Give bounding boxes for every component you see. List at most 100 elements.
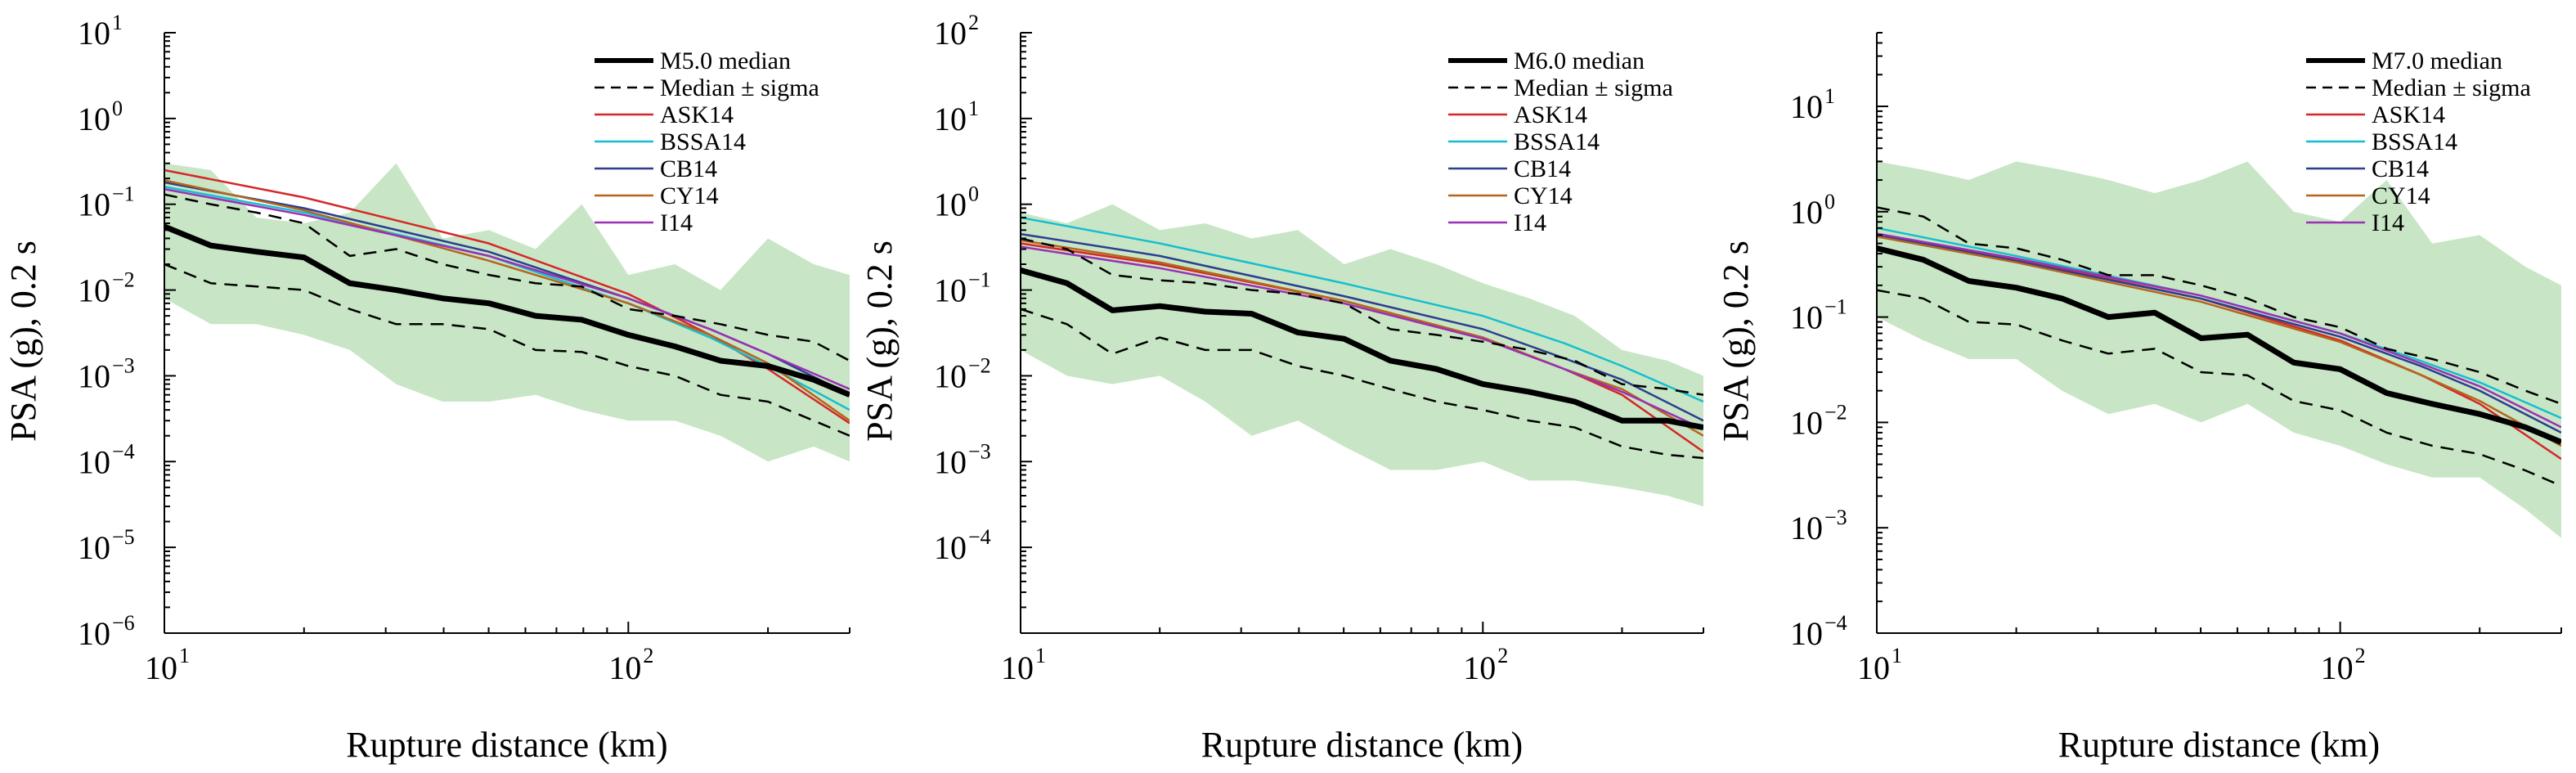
- y-tick-exponent: −1: [1824, 295, 1847, 319]
- y-tick-exponent: 1: [968, 97, 979, 120]
- y-axis-label: PSA (g), 0.2 s: [1716, 240, 1756, 442]
- legend-label: I14: [660, 209, 693, 236]
- legend-label: I14: [1514, 209, 1546, 236]
- y-tick-label: 10: [1790, 510, 1823, 546]
- y-tick-label: 10: [934, 187, 967, 223]
- plot-area: [1021, 204, 1703, 507]
- chart-panel-1: 10 −610 −510 −410 −310 −210 −110 010 110 1 10 2Rupt…: [3, 11, 850, 765]
- plot-area: [164, 163, 850, 462]
- legend-label: M6.0 median: [1514, 47, 1645, 74]
- x-tick-label: 10: [1463, 649, 1496, 686]
- series-m6-0-median: [1021, 267, 1703, 430]
- y-tick-label: 10: [78, 357, 110, 394]
- legend-label: ASK14: [2372, 101, 2445, 128]
- y-tick-exponent: −1: [112, 182, 135, 206]
- y-tick-exponent: −3: [1824, 506, 1847, 529]
- series-cy14: [1021, 239, 1703, 437]
- y-tick-exponent: −2: [1824, 400, 1847, 424]
- y-tick-label: 10: [1790, 299, 1823, 336]
- y-tick-label: 10: [78, 101, 110, 137]
- series-median-sigma: [1021, 237, 1703, 396]
- y-tick-label: 10: [1790, 194, 1823, 231]
- x-tick-exponent: 1: [1892, 644, 1902, 667]
- legend-label: ASK14: [1514, 101, 1587, 128]
- series-cb14: [1877, 234, 2561, 434]
- y-tick-label: 10: [934, 443, 967, 480]
- legend-label: Median ± sigma: [660, 74, 819, 101]
- y-tick-exponent: −1: [968, 268, 991, 292]
- legend-label: CY14: [660, 182, 719, 209]
- series-bssa14: [1021, 216, 1703, 403]
- y-axis-label: PSA (g), 0.2 s: [859, 240, 900, 442]
- series-median-minus-sigma: [1877, 289, 2561, 488]
- legend-label: BSSA14: [660, 128, 746, 155]
- series-median-minus-sigma: [1021, 308, 1703, 460]
- series-i14: [164, 188, 850, 390]
- x-tick-exponent: 1: [1035, 644, 1046, 667]
- series-i14: [1877, 232, 2561, 429]
- y-tick-exponent: 0: [968, 182, 979, 206]
- series-m5-0-median: [164, 223, 850, 398]
- legend-label: CB14: [2372, 155, 2429, 182]
- y-tick-exponent: −4: [112, 439, 135, 463]
- x-tick-label: 10: [1001, 649, 1034, 686]
- legend-label: CY14: [2372, 182, 2430, 209]
- series-m7-0-median: [1877, 245, 2561, 445]
- x-tick-exponent: 2: [2355, 644, 2366, 667]
- legend-label: M5.0 median: [660, 47, 791, 74]
- x-tick-exponent: 1: [179, 644, 190, 667]
- y-tick-exponent: 2: [968, 11, 979, 34]
- x-axis-label: Rupture distance (km): [346, 725, 667, 765]
- y-tick-exponent: −3: [968, 439, 991, 463]
- legend-label: CB14: [660, 155, 717, 182]
- y-tick-label: 10: [78, 443, 110, 480]
- legend-label: BSSA14: [1514, 128, 1600, 155]
- x-axis-label: Rupture distance (km): [2058, 725, 2380, 765]
- y-tick-exponent: −4: [1824, 611, 1847, 635]
- x-tick-exponent: 2: [1497, 644, 1508, 667]
- y-tick-exponent: −3: [112, 353, 135, 377]
- legend-label: I14: [2372, 209, 2404, 236]
- x-tick-label: 10: [608, 649, 641, 686]
- legend-label: Median ± sigma: [1514, 74, 1673, 101]
- y-tick-label: 10: [78, 272, 110, 309]
- y-tick-label: 10: [934, 272, 967, 309]
- series-median-sigma: [164, 193, 850, 362]
- legend-label: ASK14: [660, 101, 734, 128]
- series-cy14: [1877, 236, 2561, 447]
- legend-label: CY14: [1514, 182, 1573, 209]
- y-tick-label: 10: [1790, 88, 1823, 125]
- y-tick-exponent: 0: [112, 97, 123, 120]
- y-tick-label: 10: [934, 101, 967, 137]
- x-tick-label: 10: [2321, 649, 2354, 686]
- sigma-band: [1021, 204, 1703, 507]
- y-tick-exponent: −5: [112, 525, 135, 549]
- y-tick-label: 10: [934, 15, 967, 52]
- y-tick-exponent: 0: [1824, 190, 1835, 213]
- series-median-sigma: [1877, 206, 2561, 405]
- series-cb14: [1021, 232, 1703, 422]
- y-tick-label: 10: [934, 529, 967, 566]
- y-tick-exponent: 1: [1824, 84, 1835, 108]
- y-tick-exponent: −2: [112, 268, 135, 292]
- y-tick-label: 10: [934, 357, 967, 394]
- y-tick-exponent: 1: [112, 11, 123, 34]
- legend-label: BSSA14: [2372, 128, 2457, 155]
- y-tick-exponent: −6: [112, 611, 135, 635]
- x-tick-label: 10: [145, 649, 177, 686]
- x-axis-label: Rupture distance (km): [1201, 725, 1523, 765]
- sigma-band: [164, 163, 850, 462]
- y-tick-label: 10: [1790, 404, 1823, 441]
- series-ask14: [1877, 234, 2561, 461]
- legend-label: CB14: [1514, 155, 1571, 182]
- y-tick-label: 10: [1790, 615, 1823, 652]
- y-tick-label: 10: [78, 15, 110, 52]
- y-axis-label: PSA (g), 0.2 s: [3, 240, 43, 442]
- legend-label: Median ± sigma: [2372, 74, 2531, 101]
